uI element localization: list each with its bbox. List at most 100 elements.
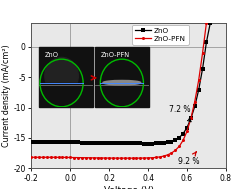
ZnO	[189, 117, 192, 120]
ZnO-PFN	[204, 22, 207, 24]
ZnO	[142, 142, 145, 145]
ZnO-PFN	[92, 157, 95, 159]
ZnO	[192, 105, 196, 108]
ZnO	[61, 141, 64, 143]
ZnO	[208, 22, 211, 24]
ZnO	[177, 136, 180, 139]
ZnO-PFN	[150, 156, 153, 159]
Legend: ZnO, ZnO-PFN: ZnO, ZnO-PFN	[132, 25, 188, 45]
ZnO	[130, 142, 134, 144]
ZnO	[169, 140, 172, 143]
Text: ZnO-PFN: ZnO-PFN	[100, 52, 129, 58]
ZnO-PFN	[107, 157, 110, 159]
ZnO-PFN	[65, 156, 68, 159]
Text: 7.2 %: 7.2 %	[168, 105, 190, 122]
ZnO	[181, 132, 184, 135]
ZnO-PFN	[162, 155, 164, 157]
ZnO	[57, 141, 60, 143]
ZnO	[65, 141, 68, 143]
ZnO	[30, 141, 33, 143]
ZnO-PFN	[130, 157, 134, 159]
ZnO-PFN	[72, 156, 76, 159]
ZnO-PFN	[192, 100, 196, 103]
Ellipse shape	[45, 57, 78, 94]
ZnO	[146, 142, 149, 145]
ZnO-PFN	[177, 145, 180, 147]
ZnO-PFN	[127, 157, 130, 159]
ZnO-PFN	[49, 156, 52, 158]
ZnO-PFN	[104, 157, 106, 159]
ZnO	[204, 41, 207, 43]
ZnO-PFN	[185, 130, 188, 132]
ZnO	[107, 142, 110, 144]
ZnO-PFN	[84, 156, 87, 159]
ZnO	[76, 141, 79, 144]
ZnO-PFN	[111, 157, 114, 159]
ZnO-PFN	[173, 149, 176, 151]
ZnO	[185, 126, 188, 129]
ZnO	[72, 141, 76, 144]
ZnO	[92, 142, 95, 144]
Ellipse shape	[102, 81, 140, 85]
ZnO	[38, 141, 40, 143]
ZnO	[45, 141, 48, 143]
ZnO	[84, 142, 87, 144]
ZnO-PFN	[42, 156, 44, 158]
ZnO-PFN	[61, 156, 64, 159]
ZnO-PFN	[146, 157, 149, 159]
ZnO	[123, 142, 126, 144]
ZnO-PFN	[115, 157, 118, 159]
ZnO-PFN	[134, 157, 138, 159]
X-axis label: Voltage (V): Voltage (V)	[103, 186, 153, 189]
ZnO	[53, 141, 56, 143]
Text: ZnO: ZnO	[44, 52, 58, 58]
ZnO-PFN	[34, 156, 37, 158]
ZnO	[158, 142, 161, 144]
ZnO	[34, 141, 37, 143]
ZnO-PFN	[57, 156, 60, 159]
ZnO	[150, 142, 153, 145]
Line: ZnO: ZnO	[30, 21, 211, 145]
ZnO-PFN	[158, 156, 161, 158]
ZnO-PFN	[30, 156, 33, 158]
ZnO-PFN	[96, 157, 99, 159]
ZnO	[100, 142, 102, 144]
ZnO-PFN	[119, 157, 122, 159]
ZnO	[200, 68, 203, 70]
ZnO	[162, 142, 164, 144]
ZnO	[138, 142, 141, 145]
Text: 9.2 %: 9.2 %	[178, 152, 199, 166]
ZnO	[196, 89, 200, 91]
Y-axis label: Current density (mA/cm²): Current density (mA/cm²)	[2, 44, 10, 147]
ZnO-PFN	[166, 154, 168, 156]
ZnO-PFN	[181, 139, 184, 141]
ZnO	[49, 141, 52, 143]
ZnO-PFN	[53, 156, 56, 158]
ZnO	[80, 141, 83, 144]
ZnO	[42, 141, 44, 143]
ZnO	[96, 142, 99, 144]
ZnO-PFN	[76, 156, 79, 159]
ZnO-PFN	[196, 79, 200, 81]
ZnO-PFN	[169, 152, 172, 154]
ZnO-PFN	[189, 117, 192, 120]
ZnO	[111, 142, 114, 144]
ZnO	[88, 142, 91, 144]
ZnO	[119, 142, 122, 144]
Bar	[39, 83, 92, 107]
ZnO	[173, 139, 176, 141]
ZnO	[68, 141, 71, 143]
ZnO-PFN	[142, 157, 145, 159]
ZnO	[115, 142, 118, 144]
ZnO-PFN	[123, 157, 126, 159]
ZnO-PFN	[80, 156, 83, 159]
ZnO-PFN	[200, 52, 203, 54]
ZnO-PFN	[45, 156, 48, 158]
ZnO	[154, 142, 157, 145]
ZnO	[104, 142, 106, 144]
ZnO-PFN	[68, 156, 71, 159]
ZnO-PFN	[38, 156, 40, 158]
ZnO	[134, 142, 138, 145]
Line: ZnO-PFN: ZnO-PFN	[30, 21, 207, 160]
ZnO-PFN	[88, 157, 91, 159]
